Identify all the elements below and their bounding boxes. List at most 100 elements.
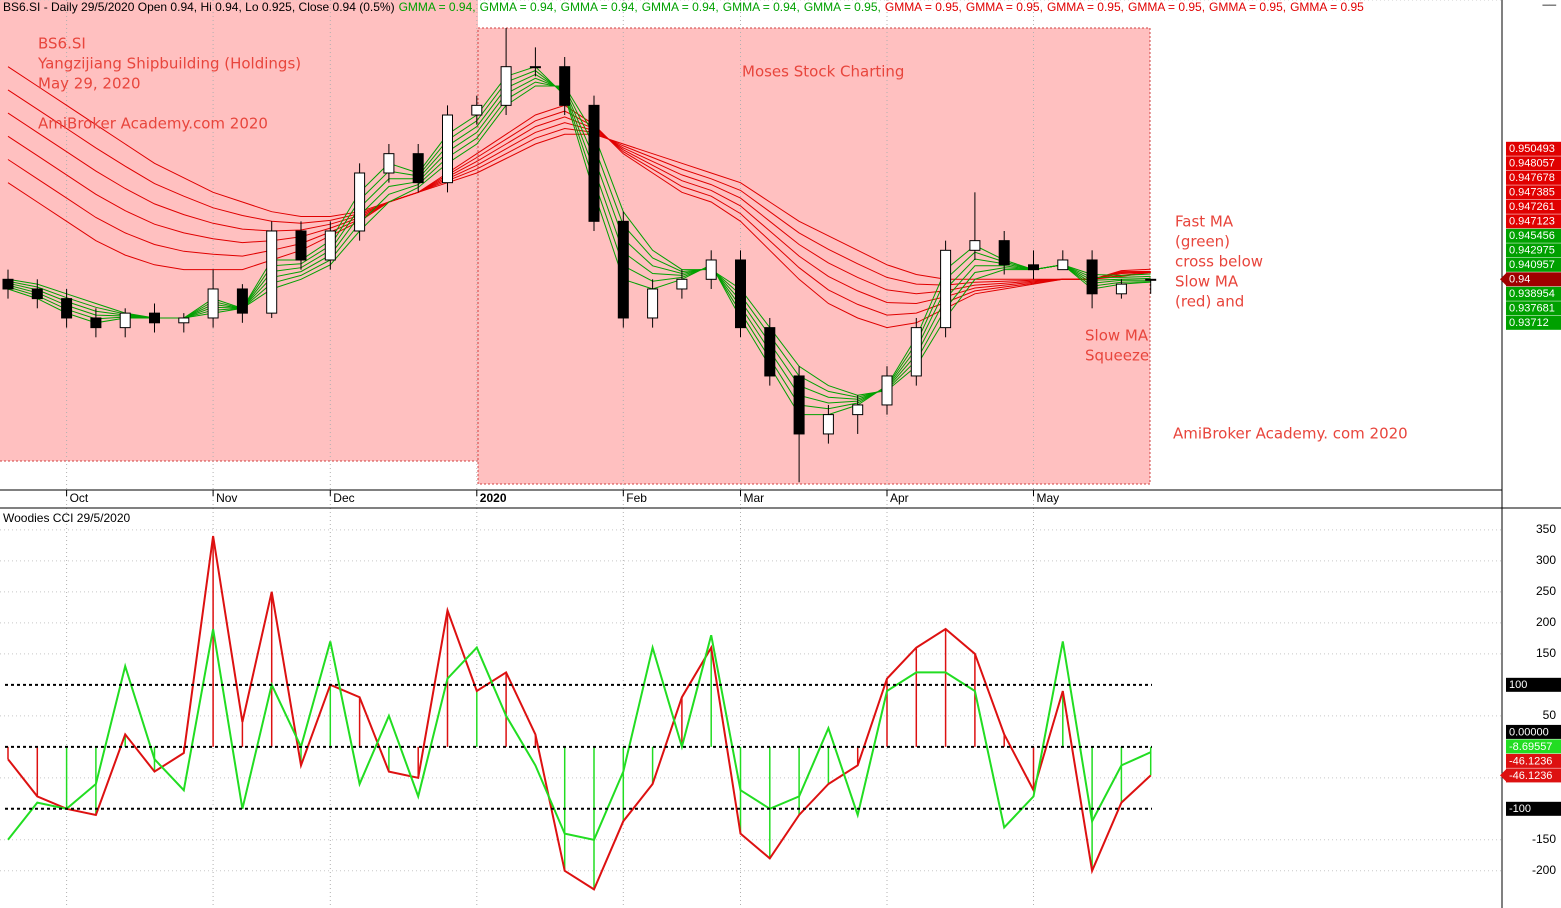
series-last-value: 0.947678 <box>1509 172 1555 184</box>
value-box <box>1506 228 1561 243</box>
series-last-value: -46.1236 <box>1509 770 1552 782</box>
legend-entry: GMMA = 0.94, <box>561 0 638 14</box>
value-box <box>1506 141 1561 156</box>
gmma-line <box>7 104 1151 329</box>
candle-body <box>442 114 453 184</box>
candle-body <box>266 230 278 314</box>
value-box <box>1506 677 1561 692</box>
candle-body <box>735 259 746 329</box>
y-tick-label: 50 <box>1543 708 1557 722</box>
candle-body <box>31 288 43 300</box>
gmma-line <box>7 81 1151 398</box>
candle-body <box>178 317 190 324</box>
candle-body <box>1057 259 1069 271</box>
candle-body <box>617 220 629 319</box>
candle-body <box>852 404 864 416</box>
annotation: AmiBroker Academy. com 2020 <box>1173 425 1408 443</box>
gmma-line <box>7 110 1151 316</box>
candle-body <box>236 288 248 314</box>
series-last-value: 0.940957 <box>1509 259 1555 271</box>
legend-entry: GMMA = 0.95, <box>966 0 1043 14</box>
axis-layer: __ Oct Nov Dec 2020 Feb Mar Apr May BS6.SI - Dail… <box>3 0 1561 877</box>
gmma-line <box>7 112 1151 295</box>
annotation-layer: BS6.SI Yangzijiang Shipbuilding (Holdings… <box>37 35 1408 443</box>
mark-layer <box>2 28 1157 891</box>
y-tick-label: 200 <box>1536 615 1556 629</box>
candle-body <box>559 66 571 106</box>
candle-body <box>324 230 336 261</box>
gmma-line <box>7 70 1151 410</box>
value-box <box>1506 286 1561 301</box>
candle-body <box>1086 259 1098 295</box>
annotation: BS6.SI <box>38 35 86 53</box>
candle-body <box>207 288 219 319</box>
candle-body <box>412 153 424 184</box>
legend-entry: GMMA = 0.95, <box>804 0 881 14</box>
gmma-line <box>7 66 1151 416</box>
legend-entry: GMMA = 0.95, <box>1047 0 1124 14</box>
x-tick-label: May <box>1037 491 1060 505</box>
x-tick-label: Mar <box>744 491 765 505</box>
value-box <box>1506 185 1561 200</box>
legend-entry: GMMA = 0.95, <box>885 0 962 14</box>
value-box <box>1506 801 1561 816</box>
series-last-value: 0.947385 <box>1509 187 1555 199</box>
cci-line <box>7 535 1152 891</box>
candle-body <box>383 153 395 174</box>
candle-body <box>1145 278 1157 281</box>
chart-title: BS6.SI - Daily 29/5/2020 Open 0.94, Hi 0… <box>3 0 395 14</box>
value-box <box>1506 315 1561 330</box>
candle-body <box>764 327 776 377</box>
candle-body <box>793 375 805 435</box>
candle-body <box>500 66 512 106</box>
candle-body <box>1028 264 1039 271</box>
candle-body <box>676 278 688 290</box>
series-last-value: 0.947261 <box>1509 201 1555 213</box>
legend-entry: GMMA = 0.95 <box>1290 0 1364 14</box>
candle-body <box>705 259 717 280</box>
candle-body <box>119 312 131 329</box>
series-last-value: 0.945456 <box>1509 230 1555 242</box>
candle-body <box>149 312 160 324</box>
value-box <box>1506 768 1561 783</box>
line-layer <box>7 66 1151 416</box>
series-last-value: 0.947123 <box>1509 216 1555 228</box>
value-box <box>1506 156 1561 171</box>
candle-body <box>90 317 102 329</box>
candle-body <box>910 327 922 377</box>
candle-body <box>588 104 600 222</box>
legend-entry: GMMA = 0.94, <box>723 0 800 14</box>
value-box-arrow <box>1500 768 1507 783</box>
annotation: Fast MA <box>1175 213 1234 231</box>
annotation: cross below <box>1175 253 1263 271</box>
candle-body <box>940 249 952 329</box>
x-tick-label: Apr <box>890 491 909 505</box>
candle-body <box>295 230 307 261</box>
x-tick-label: 2020 <box>480 491 507 505</box>
value-box <box>1506 724 1561 739</box>
series-last-value: 0.937681 <box>1509 303 1555 315</box>
annotation: May 29, 2020 <box>38 75 141 93</box>
annotation: (red) and <box>1175 293 1244 311</box>
series-last-value: 0.942975 <box>1509 245 1555 257</box>
level-label: 100 <box>1509 679 1527 691</box>
candle-body <box>471 104 483 116</box>
y-tick-label: -150 <box>1532 832 1556 846</box>
series-last-value: 0.950493 <box>1509 143 1555 155</box>
candle-body <box>529 66 541 69</box>
annotation: Yangzijiang Shipbuilding (Holdings) <box>37 55 301 73</box>
histogram-last-value: -46.1236 <box>1509 755 1552 767</box>
annotation: Slow MA <box>1085 327 1149 345</box>
candle-body <box>881 375 893 406</box>
legend-entry: GMMA = 0.94, <box>480 0 557 14</box>
gmma-line <box>7 77 1151 400</box>
series-last-value: -8.69557 <box>1509 741 1552 753</box>
value-box <box>1506 753 1561 768</box>
level-label: 0.00000 <box>1509 726 1549 738</box>
cci-line <box>7 628 1152 841</box>
annotation: (green) <box>1175 233 1230 251</box>
value-box <box>1506 301 1561 316</box>
x-tick-label: Feb <box>626 491 647 505</box>
candle-body <box>354 172 366 232</box>
